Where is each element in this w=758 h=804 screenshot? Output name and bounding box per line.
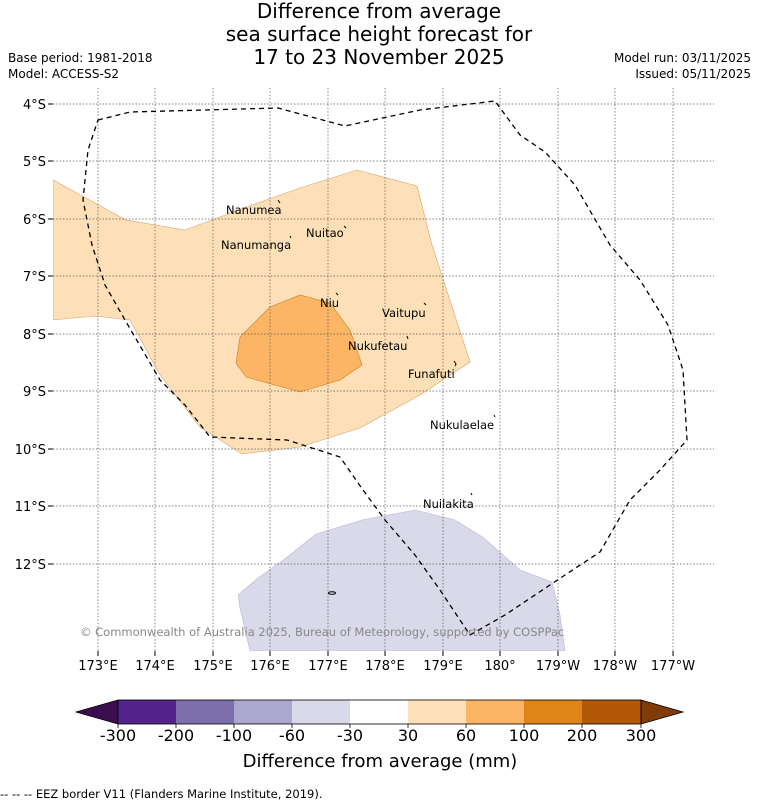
longitude-axis: 173°E 174°E 175°E 176°E 177°E 178°E 179°… [78,659,695,674]
island-marker-niu [335,292,339,296]
colorbar-bin-9 [582,700,641,724]
lon-label-179e: 179°E [423,659,463,674]
island-label-vaitupu: Vaitupu [382,306,426,320]
lat-label-10s: 10°S [15,443,46,458]
lat-label-9s: 9°S [23,385,46,400]
lat-label-7s: 7°S [23,270,46,285]
lon-label-178w: 178°W [593,659,637,674]
island-label-nuitao: Nuitao [306,226,344,240]
colorbar-ticks [117,724,642,728]
lon-label-179w: 179°W [536,659,580,674]
colorbar-tick-label: -200 [158,726,194,745]
island-label-niu: Niu [320,296,339,310]
island-marker-nanumea [277,199,281,204]
lat-label-8s: 8°S [23,328,46,343]
model-run: Model run: 03/11/2025 [613,51,751,65]
lat-label-11s: 11°S [15,500,46,515]
island-marker-nukulaelae [493,414,496,418]
island-label-nuilakita: Nuilakita [423,497,474,511]
colorbar-tick-label: 100 [509,726,540,745]
longitude-ticks [97,651,674,656]
anomaly-field [53,169,566,651]
island-label-nanumanga: Nanumanga [221,238,291,252]
colorbar-tick-label: 300 [626,726,657,745]
colorbar-extend-high [640,699,685,725]
colorbar-tick-label: -300 [100,726,136,745]
colorbar-tick-label: -60 [279,726,305,745]
island-label-nukulaelae: Nukulaelae [430,418,494,432]
anomaly-region-30-60 [53,169,471,455]
lat-label-4s: 4°S [23,98,46,113]
colorbar-tick-label: 200 [567,726,598,745]
lat-label-5s: 5°S [23,155,46,170]
lon-label-173e: 173°E [78,659,118,674]
copyright-notice: © Commonwealth of Australia 2025, Bureau… [80,625,564,639]
base-period: Base period: 1981-2018 [8,51,153,65]
colorbar-tick-label: 60 [456,726,476,745]
issued-date: Issued: 05/11/2025 [635,67,751,81]
colorbar-tick-label: -30 [337,726,363,745]
island-marker-vaitupu [423,302,427,306]
colorbar-bin-5 [350,700,408,724]
small-island-outline [328,591,336,595]
title-line-3: 17 to 23 November 2025 [253,45,505,69]
lon-label-175e: 175°E [193,659,233,674]
island-marker-nukufetau [406,335,409,340]
chart-title: Difference from average sea surface heig… [0,0,758,69]
island-labels: Nanumea Nuitao Nanumanga Niu Vaitupu Nuk… [221,203,494,511]
island-marker-nuitao [343,225,347,229]
colorbar-bin-7 [466,700,524,724]
colorbar: -300 -200 -100 -60 -30 30 60 100 200 300… [74,699,685,772]
title-line-2: sea surface height forecast for [225,22,533,46]
island-marker-funafuti [453,360,457,367]
colorbar-bin-3 [234,700,292,724]
colorbar-frame [117,699,642,725]
islands [277,199,496,595]
lon-label-174e: 174°E [135,659,175,674]
anomaly-region-neg30-neg60 [237,509,566,651]
grid-lines [53,88,714,651]
lon-label-176e: 176°E [250,659,290,674]
lon-label-180: 180° [484,659,515,674]
island-marker-nanumanga [289,235,292,239]
colorbar-tick-label: 30 [398,726,418,745]
colorbar-bin-4 [292,700,350,724]
meta-right: Model run: 03/11/2025 Issued: 05/11/2025 [614,50,751,82]
island-label-nanumea: Nanumea [226,203,282,217]
latitude-ticks [48,103,53,565]
title-line-1: Difference from average [256,0,502,23]
anomaly-region-60-100 [235,294,363,393]
lon-label-177w: 177°W [651,659,695,674]
eez-legend: -- -- -- EEZ border V11 (Flanders Marine… [0,787,323,801]
island-label-nukufetau: Nukufetau [348,339,407,353]
lon-label-178e: 178°E [365,659,405,674]
colorbar-bin-1 [118,700,176,724]
model-name: Model: ACCESS-S2 [8,67,120,81]
colorbar-bin-6 [408,700,466,724]
eez-border [82,100,688,636]
colorbar-bin-2 [176,700,234,724]
latitude-axis: 4°S 5°S 6°S 7°S 8°S 9°S 10°S 11°S 12°S [15,98,46,573]
lat-label-12s: 12°S [15,558,46,573]
island-label-funafuti: Funafuti [408,367,455,381]
meta-left: Base period: 1981-2018 Model: ACCESS-S2 [8,50,153,82]
colorbar-extend-low [74,699,119,725]
colorbar-bin-8 [524,700,582,724]
colorbar-tick-labels: -300 -200 -100 -60 -30 30 60 100 200 300 [100,726,656,745]
colorbar-tick-label: -100 [216,726,252,745]
lon-label-177e: 177°E [308,659,348,674]
island-marker-nuilakita [470,492,473,496]
colorbar-label: Difference from average (mm) [243,751,518,772]
lat-label-6s: 6°S [23,213,46,228]
